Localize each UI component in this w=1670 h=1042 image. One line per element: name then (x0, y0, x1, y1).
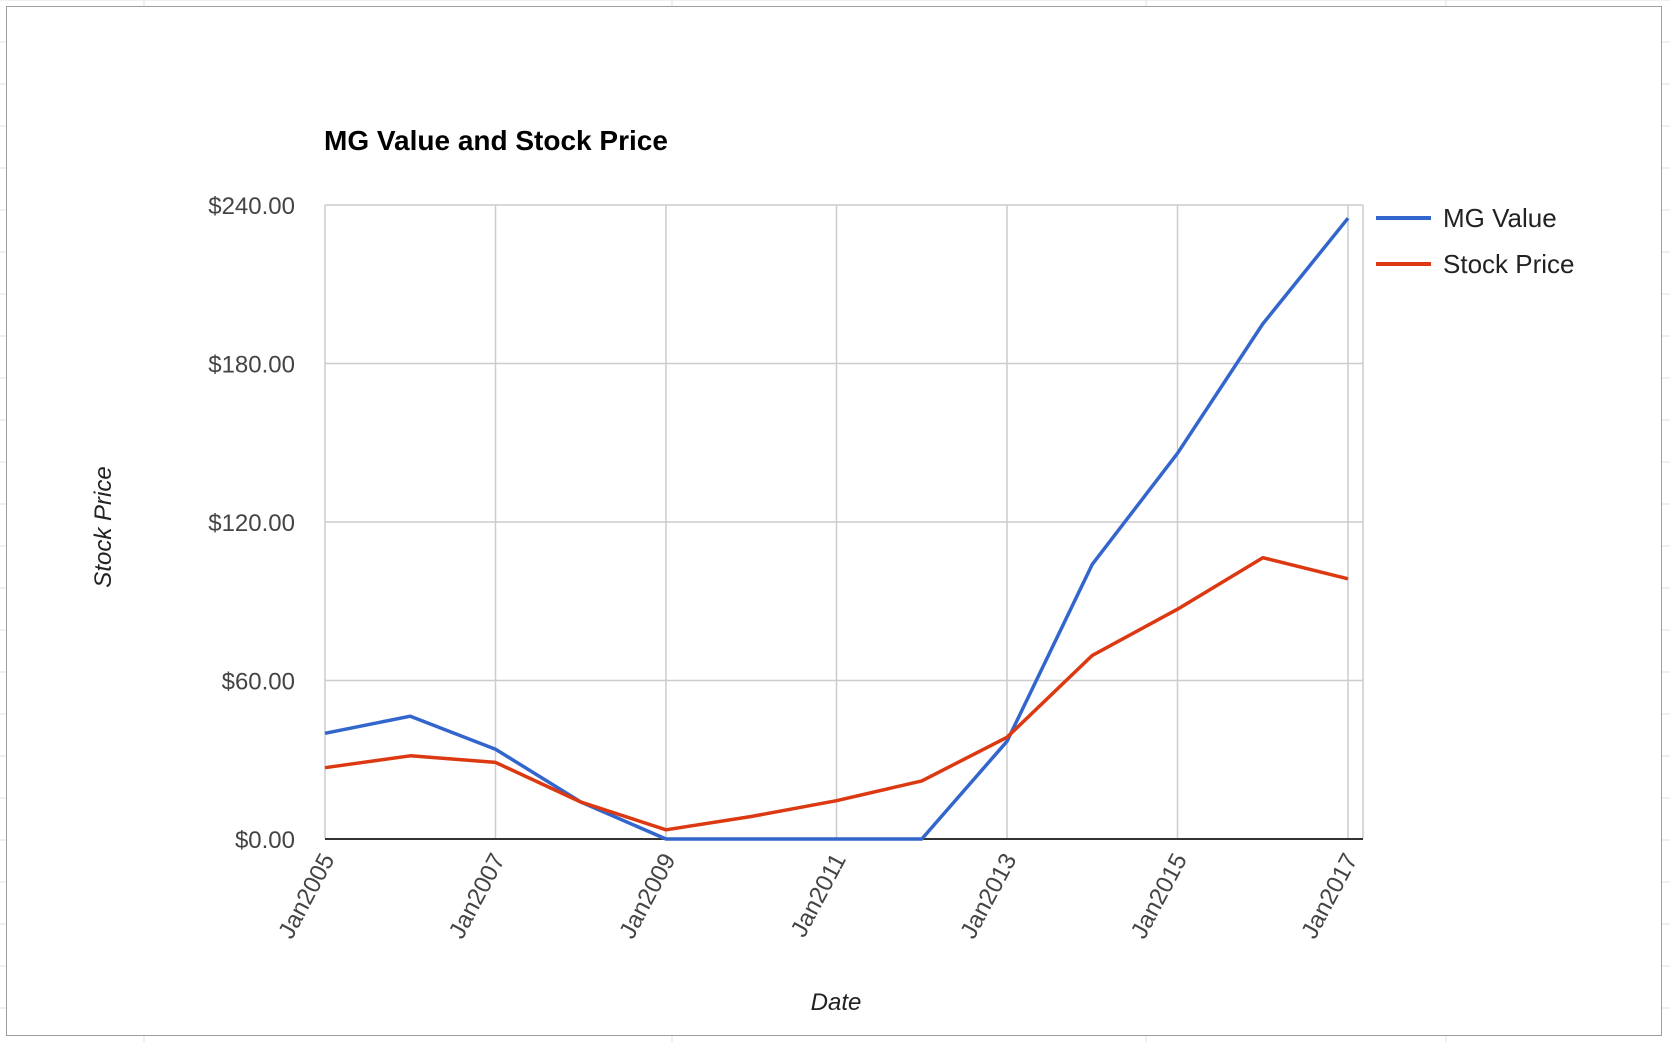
x-tick-label: Jan2015 (1126, 849, 1193, 943)
y-axis-ticks: $0.00 $60.00 $120.00 $180.00 $240.00 (208, 193, 295, 854)
x-tick-label: Jan2007 (444, 849, 511, 943)
legend: MG Value Stock Price (1376, 203, 1575, 279)
series-lines (324, 217, 1350, 841)
series-line-2 (324, 555, 1349, 832)
y-tick-label: $60.00 (222, 669, 295, 696)
y-tick-label: $180.00 (208, 352, 295, 379)
legend-label-2: Stock Price (1443, 249, 1575, 279)
x-tick-label: Jan2009 (614, 849, 681, 943)
series-line-1 (324, 217, 1350, 841)
x-axis-title: Date (811, 989, 862, 1016)
x-tick-label: Jan2017 (1296, 849, 1363, 943)
y-axis-title: Stock Price (90, 466, 117, 587)
gridlines (324, 204, 1364, 839)
chart-title: MG Value and Stock Price (324, 125, 668, 156)
y-tick-label: $240.00 (208, 193, 295, 220)
x-tick-label: Jan2013 (955, 849, 1022, 943)
chart-svg: MG Value and Stock Price $0.00 $60.00 $120… (90, 125, 1575, 1016)
x-tick-label: Jan2011 (786, 849, 852, 941)
legend-label-1: MG Value (1443, 203, 1557, 233)
x-axis-ticks: Jan2005 Jan2007 Jan2009 Jan2011 Jan2013 Jan20… (273, 849, 1363, 943)
y-tick-label: $0.00 (235, 827, 295, 854)
y-tick-label: $120.00 (208, 510, 295, 537)
x-tick-label: Jan2005 (273, 849, 340, 943)
chart-container[interactable]: MG Value and Stock Price $0.00 $60.00 $120… (6, 6, 1662, 1036)
